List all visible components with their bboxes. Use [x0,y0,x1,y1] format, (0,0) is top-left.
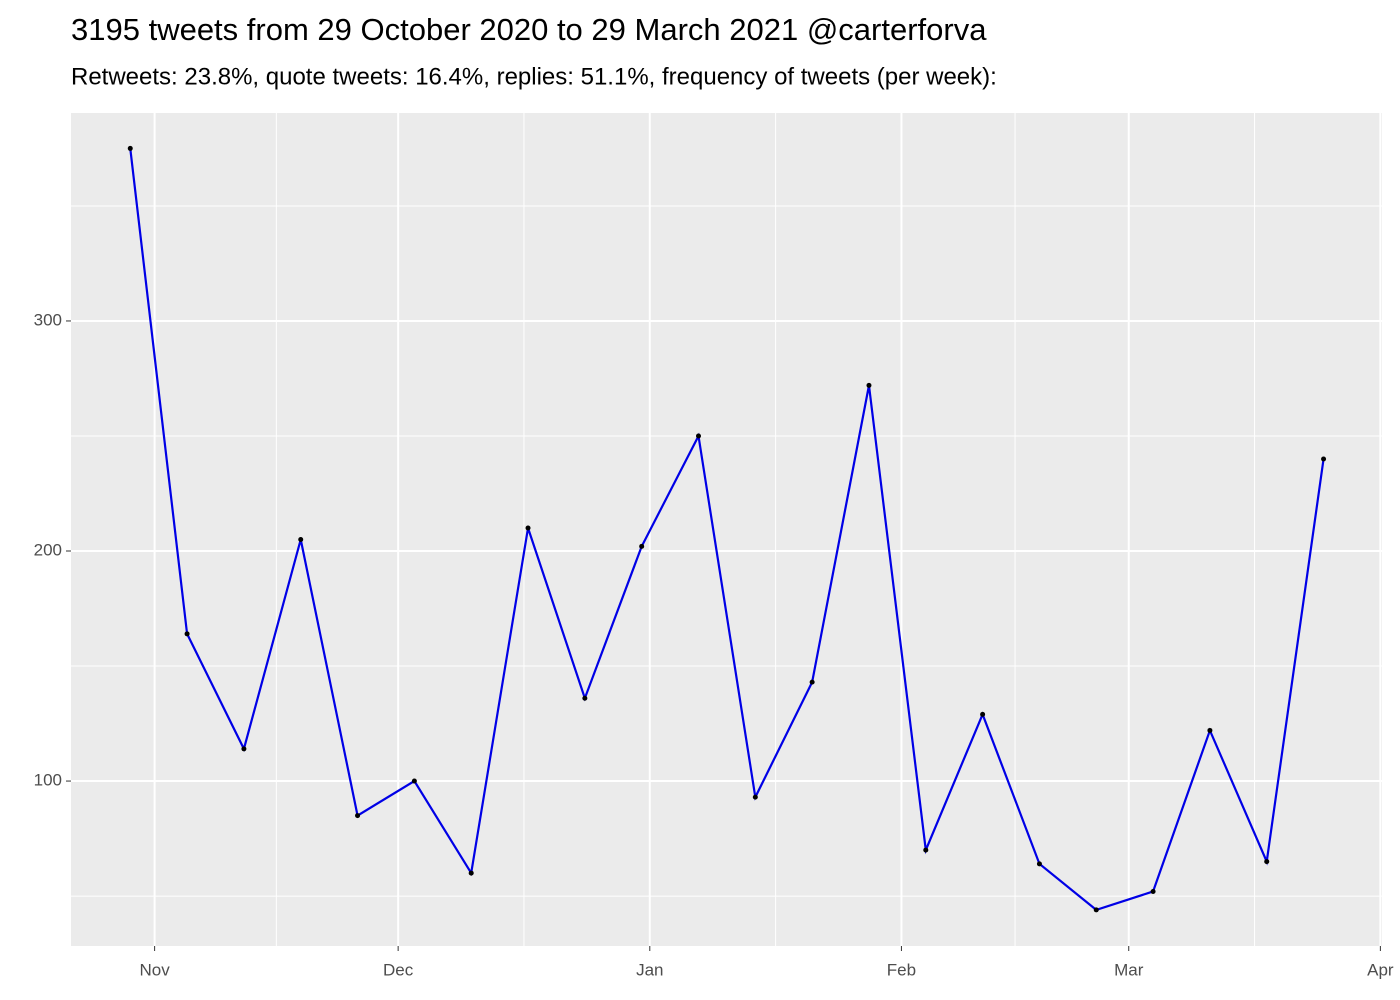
y-tick-label: 300 [34,310,62,329]
data-point [1321,456,1327,462]
data-point [525,525,531,531]
data-point [241,746,247,752]
data-point [980,711,986,717]
data-point [752,794,758,800]
data-point [809,679,815,685]
x-tick-label: Mar [1114,960,1144,979]
chart-title: 3195 tweets from 29 October 2020 to 29 M… [71,12,987,47]
x-tick-label: Dec [383,960,414,979]
data-point [1264,859,1270,865]
data-point [582,695,588,701]
data-point [298,537,304,543]
data-point [468,870,474,876]
data-point [1036,861,1042,867]
data-point [866,382,872,388]
x-tick-label: Apr [1367,960,1394,979]
data-point [1207,727,1213,733]
data-point [355,813,361,819]
series-line [129,148,1325,912]
x-tick-label: Jan [636,960,663,979]
x-tick-label: Nov [139,960,170,979]
data-point [639,543,645,549]
data-point [411,778,417,784]
data-point [695,433,701,439]
data-point [127,145,133,151]
y-tick-label: 100 [34,771,62,790]
y-tick-label: 200 [34,540,62,559]
data-point [1150,888,1156,894]
data-point [923,847,929,853]
chart-subtitle: Retweets: 23.8%, quote tweets: 16.4%, re… [71,63,997,90]
plot-panel [71,113,1382,946]
x-tick-label: Feb [887,960,916,979]
data-point [1093,907,1099,913]
data-point [184,631,190,637]
